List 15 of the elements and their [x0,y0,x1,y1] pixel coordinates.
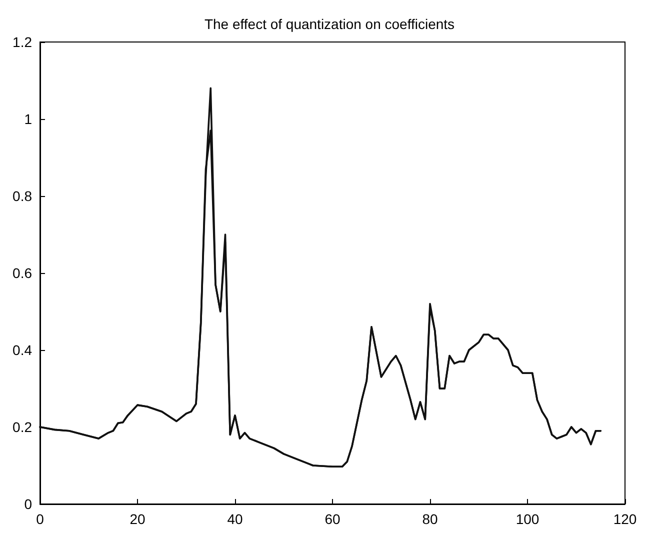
x-tick-label: 120 [613,511,637,527]
y-tick-label: 0.8 [12,188,32,204]
x-tick-label: 40 [227,511,243,527]
y-tick-label: 1.2 [12,34,32,50]
y-tick-label: 0.4 [12,342,32,358]
x-tick-label: 80 [422,511,438,527]
y-tick-label: 0.2 [12,419,32,435]
y-tick-label: 0.6 [12,265,32,281]
y-tick-label: 0 [24,496,32,512]
x-tick-label: 100 [516,511,540,527]
y-tick-label: 1 [24,111,32,127]
x-tick-label: 60 [324,511,340,527]
x-tick-label: 0 [36,511,44,527]
x-tick-label: 20 [130,511,146,527]
chart-title: The effect of quantization on coefficients [204,16,455,32]
